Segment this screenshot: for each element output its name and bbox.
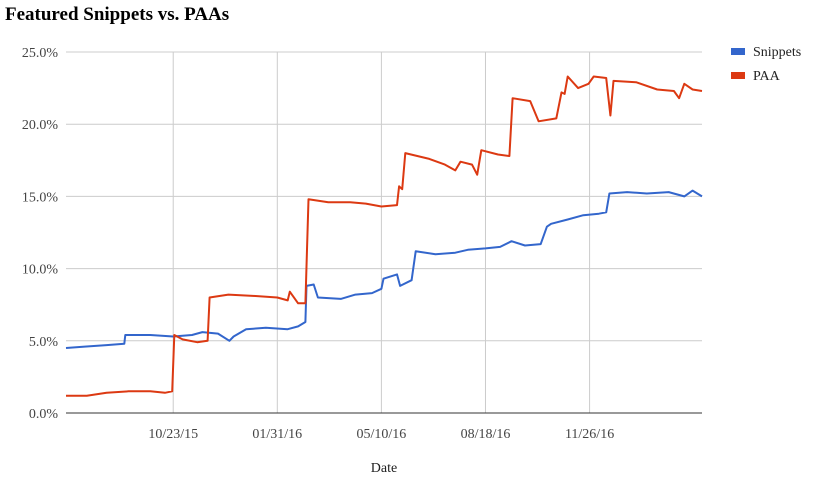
x-tick-label: 05/10/16 [357,427,407,442]
y-axis-tick-labels: 0.0% 5.0% 10.0% 15.0% 20.0% 25.0% [22,46,59,422]
y-tick-label: 0.0% [29,407,59,422]
x-tick-label: 11/26/16 [565,427,614,442]
x-axis-tick-labels: 10/23/15 01/31/16 05/10/16 08/18/16 11/26/16 [148,427,614,442]
series-lines [65,75,703,397]
gridlines [66,51,702,413]
x-tick-label: 01/31/16 [252,427,302,442]
y-tick-label: 15.0% [22,190,59,205]
y-tick-label: 5.0% [29,335,59,350]
series-line-paa [66,75,703,397]
y-tick-label: 10.0% [22,263,59,278]
series-line-snippets [65,189,703,349]
chart-title: Featured Snippets vs. PAAs [5,4,230,25]
legend: Snippets PAA [731,45,801,84]
legend-label-paa: PAA [753,69,781,84]
x-axis-title: Date [371,461,397,476]
y-tick-label: 25.0% [22,46,59,61]
x-tick-label: 08/18/16 [461,427,511,442]
x-tick-label: 10/23/15 [148,427,198,442]
legend-swatch-paa [731,72,745,79]
y-tick-label: 20.0% [22,118,59,133]
legend-swatch-snippets [731,48,745,55]
legend-label-snippets: Snippets [753,45,801,60]
